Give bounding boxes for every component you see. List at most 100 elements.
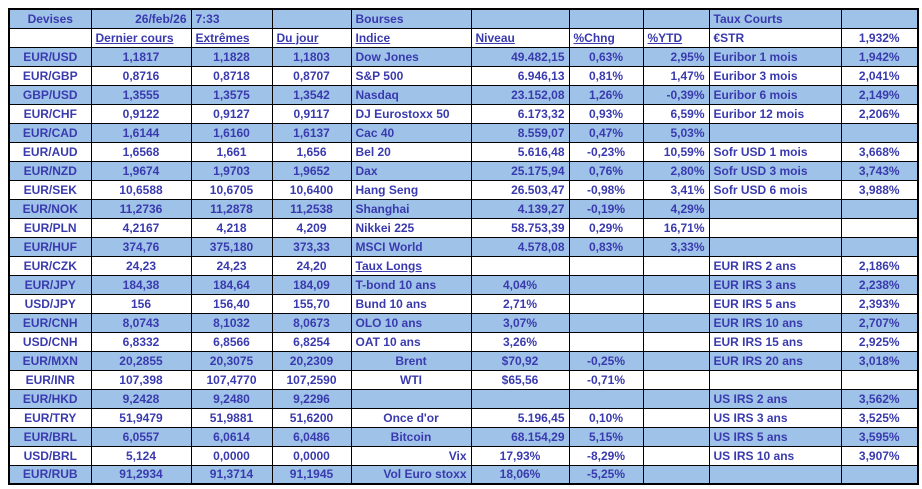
index-label: Dow Jones xyxy=(350,46,472,67)
index-niveau: 25.175,94 xyxy=(470,160,570,181)
currency-pair-label: EUR/CAD xyxy=(8,122,92,143)
currency-dujour: 4,209 xyxy=(271,217,352,238)
rate-label: EUR IRS 3 ans xyxy=(708,274,842,295)
currency-dujour: 24,20 xyxy=(271,255,352,276)
index-niveau: 5.616,48 xyxy=(470,141,570,162)
index-chng: 0,81% xyxy=(568,65,644,86)
currency-extremes: 6,0614 xyxy=(190,426,273,447)
index-chng: -8,29% xyxy=(568,445,644,466)
index-chng: -0,25% xyxy=(568,350,644,371)
rate-label xyxy=(708,122,842,143)
currency-dujour: 11,2538 xyxy=(271,198,352,219)
currency-pair-label: EUR/CZK xyxy=(8,255,92,276)
rate-value: 2,206% xyxy=(840,103,919,124)
index-ytd: 2,95% xyxy=(642,46,710,67)
index-niveau: 4.139,27 xyxy=(470,198,570,219)
currency-pair-label: EUR/USD xyxy=(8,46,92,67)
currency-extremes: 1,3575 xyxy=(190,84,273,105)
rate-value: 2,925% xyxy=(840,331,919,352)
currency-extremes: 51,9881 xyxy=(190,407,273,428)
currency-extremes: 10,6705 xyxy=(190,179,273,200)
index-label: Shanghai xyxy=(350,198,472,219)
currency-dujour: 155,70 xyxy=(271,293,352,314)
rate-value xyxy=(840,217,919,238)
rate-label: EUR IRS 5 ans xyxy=(708,293,842,314)
currency-pair-label: EUR/INR xyxy=(8,369,92,390)
currency-pair-label: EUR/NOK xyxy=(8,198,92,219)
rate-value: 2,238% xyxy=(840,274,919,295)
currency-dujour: 107,2590 xyxy=(271,369,352,390)
currency-last: 184,38 xyxy=(90,274,192,295)
market-report-table: Devises 26/feb/26 7:33 Bourses Taux Courts De… xyxy=(8,8,919,485)
index-ytd xyxy=(642,274,710,295)
currency-extremes: 1,9703 xyxy=(190,160,273,181)
section-title-bourses: Bourses xyxy=(350,8,472,29)
index-ytd xyxy=(642,255,710,276)
empty-cell xyxy=(642,8,710,29)
rate-value xyxy=(840,122,919,143)
rate-label: Euribor 6 mois xyxy=(708,84,842,105)
index-niveau: 4.578,08 xyxy=(470,236,570,257)
currency-last: 1,6144 xyxy=(90,122,192,143)
index-label: Nasdaq xyxy=(350,84,472,105)
index-niveau: 6.946,13 xyxy=(470,65,570,86)
index-niveau: 4,04% xyxy=(470,274,570,295)
currency-last: 10,6588 xyxy=(90,179,192,200)
rate-value: 1,942% xyxy=(840,46,919,67)
rate-value: 3,668% xyxy=(840,141,919,162)
currency-last: 156 xyxy=(90,293,192,314)
index-ytd xyxy=(642,312,710,333)
currency-dujour: 0,9117 xyxy=(271,103,352,124)
section-title-taux-courts: Taux Courts xyxy=(708,8,842,29)
rate-label: Euribor 3 mois xyxy=(708,65,842,86)
currency-dujour: 1,3542 xyxy=(271,84,352,105)
currency-pair-label: EUR/CHF xyxy=(8,103,92,124)
index-niveau: 23.152,08 xyxy=(470,84,570,105)
index-chng xyxy=(568,312,644,333)
index-label: Hang Seng xyxy=(350,179,472,200)
currency-dujour: 1,656 xyxy=(271,141,352,162)
currency-last: 1,6568 xyxy=(90,141,192,162)
currency-extremes: 156,40 xyxy=(190,293,273,314)
index-niveau xyxy=(470,388,570,409)
rate-label xyxy=(708,369,842,390)
index-ytd: 3,33% xyxy=(642,236,710,257)
index-chng: 0,47% xyxy=(568,122,644,143)
currency-last: 9,2428 xyxy=(90,388,192,409)
rate-label: US IRS 2 ans xyxy=(708,388,842,409)
empty-cell xyxy=(568,8,644,29)
index-ytd xyxy=(642,293,710,314)
index-niveau: 68.154,29 xyxy=(470,426,570,447)
currency-last: 24,23 xyxy=(90,255,192,276)
index-ytd xyxy=(642,445,710,466)
index-ytd: 1,47% xyxy=(642,65,710,86)
index-label: Cac 40 xyxy=(350,122,472,143)
currency-pair-label: EUR/JPY xyxy=(8,274,92,295)
rate-label: EUR IRS 20 ans xyxy=(708,350,842,371)
index-ytd: 3,41% xyxy=(642,179,710,200)
currency-last: 6,0557 xyxy=(90,426,192,447)
rate-value xyxy=(840,236,919,257)
rate-label: Sofr USD 3 mois xyxy=(708,160,842,181)
index-ytd: 5,03% xyxy=(642,122,710,143)
index-niveau: 5.196,45 xyxy=(470,407,570,428)
empty-cell xyxy=(271,8,352,29)
col-header-dernier-cours: Dernier cours xyxy=(90,27,192,48)
currency-last: 6,8332 xyxy=(90,331,192,352)
rate-label: Sofr USD 1 mois xyxy=(708,141,842,162)
rate-value: 3,907% xyxy=(840,445,919,466)
index-chng: -0,19% xyxy=(568,198,644,219)
currency-extremes: 11,2878 xyxy=(190,198,273,219)
index-ytd xyxy=(642,350,710,371)
empty-cell xyxy=(840,8,919,29)
index-ytd xyxy=(642,426,710,447)
rate-value: 3,988% xyxy=(840,179,919,200)
currency-extremes: 9,2480 xyxy=(190,388,273,409)
index-chng: 0,76% xyxy=(568,160,644,181)
index-niveau: 17,93% xyxy=(470,445,570,466)
rate-label: €STR xyxy=(708,27,842,48)
currency-pair-label: EUR/MXN xyxy=(8,350,92,371)
currency-last: 0,9122 xyxy=(90,103,192,124)
index-chng xyxy=(568,293,644,314)
